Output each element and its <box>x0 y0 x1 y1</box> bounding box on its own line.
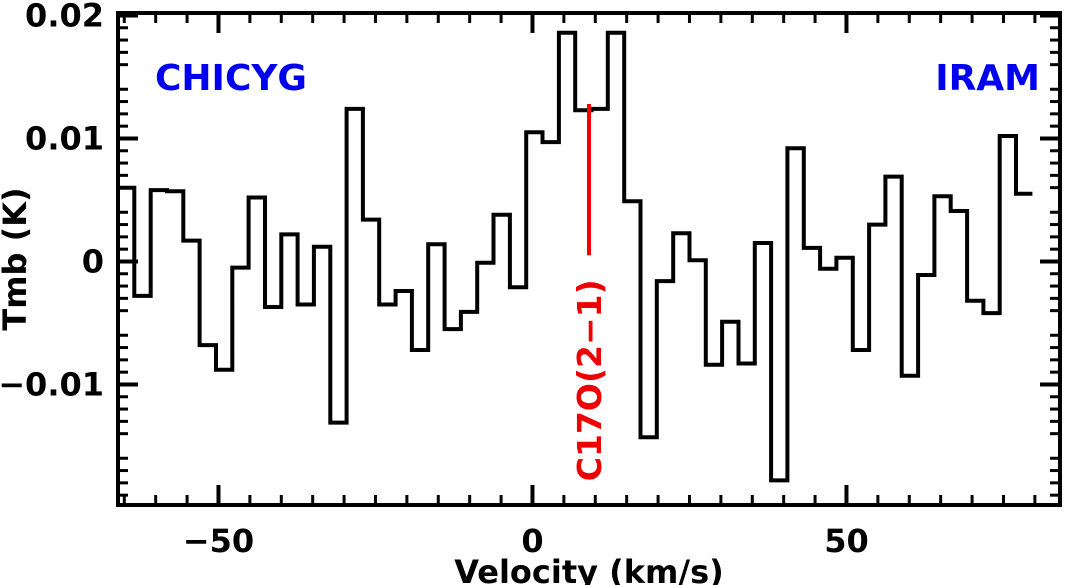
source-name-label: CHICYG <box>155 58 307 99</box>
plot-frame <box>116 11 1062 507</box>
line-marker-label: C17O(2−1) <box>570 279 609 481</box>
y-tick-label: 0 <box>82 242 104 280</box>
y-tick-label: 0.01 <box>25 119 104 157</box>
x-axis-label: Velocity (km/s) <box>454 553 724 585</box>
y-tick-label: −0.01 <box>0 365 104 403</box>
y-tick-labels: −0.01 0 0.01 0.02 <box>0 0 104 403</box>
y-axis-label: Tmb (K) <box>0 187 34 330</box>
telescope-label: IRAM <box>935 58 1040 99</box>
x-tick-labels: −50 0 50 <box>183 522 869 560</box>
y-tick-label: 0.02 <box>25 0 104 34</box>
x-tick-label: −50 <box>183 522 254 560</box>
x-tick-label: 0 <box>521 522 543 560</box>
x-tick-label: 50 <box>824 522 869 560</box>
spectrum-step-line <box>118 30 1033 483</box>
